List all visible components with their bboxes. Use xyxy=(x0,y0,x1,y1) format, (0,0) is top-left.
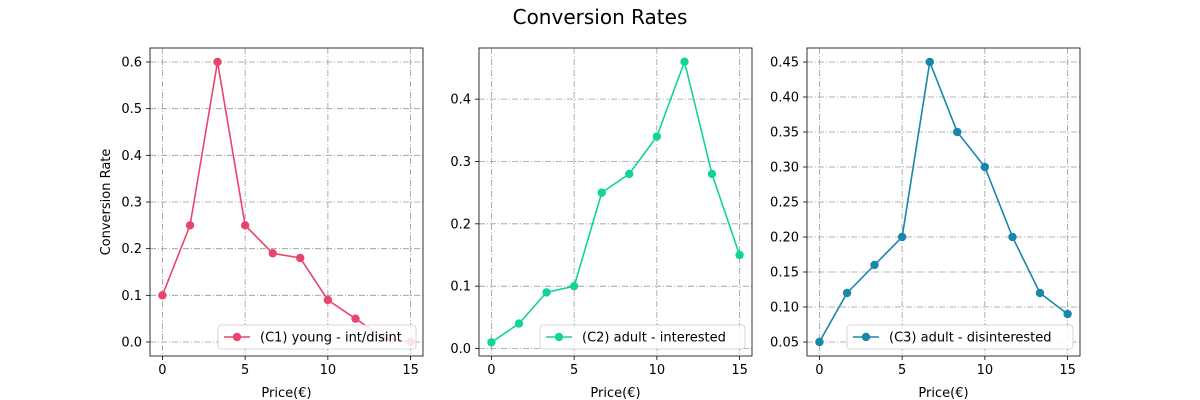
y-tick-label: 0.0 xyxy=(121,336,142,351)
legend-label: (C2) adult - interested xyxy=(582,331,726,346)
data-point xyxy=(597,188,606,197)
y-tick-label: 0.4 xyxy=(121,149,142,164)
y-tick-label: 0.15 xyxy=(770,266,799,281)
data-point xyxy=(980,162,990,172)
series-line xyxy=(818,58,1069,343)
data-point xyxy=(158,291,167,300)
axes-frame xyxy=(149,47,424,357)
data-point xyxy=(323,295,333,305)
data-point xyxy=(842,288,852,298)
data-point xyxy=(213,57,222,67)
x-tick-label: 15 xyxy=(1059,363,1076,378)
x-tick-label: 5 xyxy=(898,363,906,378)
data-point xyxy=(240,221,250,230)
legend-box xyxy=(846,324,1074,350)
legend-label: (C3) adult - disinterested xyxy=(889,331,1052,346)
axes-frame xyxy=(806,47,1081,357)
y-tick-label: 0.0 xyxy=(450,342,471,357)
data-point xyxy=(542,288,551,297)
data-point xyxy=(514,319,524,328)
legend-box xyxy=(539,324,746,350)
data-point xyxy=(1035,288,1045,298)
data-point xyxy=(735,250,744,260)
y-tick-label: 0.40 xyxy=(770,91,799,106)
y-tick-label: 0.3 xyxy=(450,155,471,170)
data-point xyxy=(296,253,305,263)
y-tick-label: 0.5 xyxy=(121,102,142,117)
y-tick-label: 0.10 xyxy=(770,301,799,316)
data-point xyxy=(815,337,824,347)
legend: (C1) young - int/disint xyxy=(217,324,417,350)
series-line xyxy=(490,58,741,343)
data-point xyxy=(1063,309,1072,319)
x-tick-label: 15 xyxy=(731,363,748,378)
legend-swatch-marker xyxy=(861,332,871,342)
x-tick-label: 10 xyxy=(977,363,994,378)
x-tick-label: 0 xyxy=(487,363,495,378)
x-tick-label: 0 xyxy=(158,363,166,378)
legend-box xyxy=(217,324,417,350)
data-point xyxy=(652,132,662,141)
x-tick-label: 0 xyxy=(815,363,823,378)
data-point xyxy=(351,314,360,323)
y-tick-label: 0.1 xyxy=(121,289,142,304)
y-tick-label: 0.2 xyxy=(450,217,471,232)
legend-swatch-marker xyxy=(232,332,242,342)
legend-swatch-marker xyxy=(554,332,564,342)
y-tick-label: 0.45 xyxy=(770,56,799,71)
x-tick-label: 5 xyxy=(241,363,249,378)
data-point xyxy=(487,338,496,347)
y-tick-label: 0.6 xyxy=(121,56,142,71)
legend-label: (C1) young - int/disint xyxy=(260,331,402,346)
figure-title: Conversion Rates xyxy=(512,5,688,29)
y-tick-label: 0.35 xyxy=(770,126,799,141)
data-point xyxy=(1008,232,1017,242)
y-tick-label: 0.2 xyxy=(121,242,142,257)
data-point xyxy=(707,169,717,179)
x-tick-label: 10 xyxy=(320,363,337,378)
data-point xyxy=(185,221,195,230)
data-point xyxy=(625,169,634,179)
x-axis-label: Price(€) xyxy=(918,386,968,400)
data-point xyxy=(680,57,689,66)
chart-panel-3: 0 5 10 15 0.05 0.10 0.15 0.20 0.25 0.30 0.35 0.40 0.… xyxy=(770,47,1081,400)
x-tick-label: 15 xyxy=(402,363,419,378)
data-point xyxy=(953,127,962,137)
y-tick-label: 0.4 xyxy=(450,93,471,108)
y-tick-label: 0.30 xyxy=(770,161,799,176)
data-point xyxy=(925,57,934,67)
y-tick-label: 0.25 xyxy=(770,196,799,211)
data-point xyxy=(870,260,879,270)
data-point xyxy=(569,281,579,291)
axes-frame xyxy=(478,47,753,357)
legend: (C2) adult - interested xyxy=(539,324,746,350)
x-tick-label: 10 xyxy=(649,363,666,378)
y-tick-label: 0.3 xyxy=(121,196,142,211)
y-axis-label: Conversion Rate xyxy=(99,149,114,256)
legend: (C3) adult - disinterested xyxy=(846,324,1074,350)
x-tick-label: 5 xyxy=(570,363,578,378)
data-point xyxy=(897,232,907,242)
y-tick-label: 0.05 xyxy=(770,336,799,351)
y-tick-label: 0.20 xyxy=(770,231,799,246)
y-tick-label: 0.1 xyxy=(450,280,471,295)
x-axis-label: Price(€) xyxy=(590,386,640,400)
data-point xyxy=(268,249,277,258)
x-axis-label: Price(€) xyxy=(261,386,311,400)
chart-panel-1: 0 5 10 15 0.0 0.1 0.2 0.3 0.4 0.5 0.6 Price(€) Conve… xyxy=(99,47,424,400)
chart-panel-2: 0 5 10 15 0.0 0.1 0.2 0.3 0.4 Price(€) (C2) adult … xyxy=(450,47,753,400)
